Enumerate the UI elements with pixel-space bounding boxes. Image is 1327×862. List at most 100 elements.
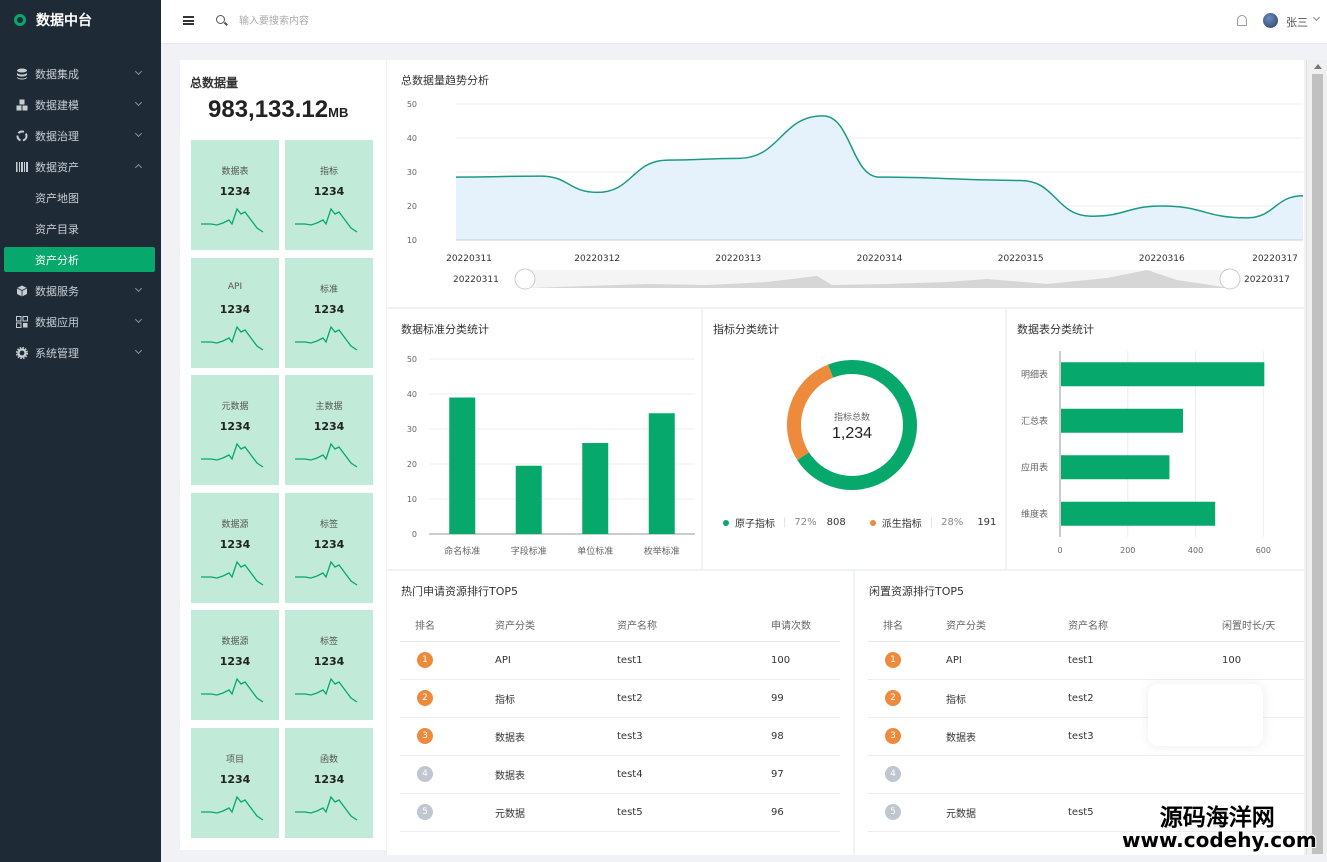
- menu-item-governance[interactable]: 数据治理: [0, 120, 161, 151]
- column-header: 资产名称: [617, 608, 771, 642]
- scrollbar[interactable]: [1306, 60, 1327, 855]
- stat-tile[interactable]: 标准 1234: [285, 257, 373, 368]
- y-tick-label: 30: [407, 168, 417, 177]
- stat-tile[interactable]: 标签 1234: [285, 492, 373, 603]
- tile-sparkline: [201, 795, 264, 821]
- tile-value: 1234: [313, 655, 345, 668]
- zoom-handle-left: [514, 268, 536, 290]
- bar: [1061, 408, 1183, 433]
- menu-item-assets[interactable]: 数据资产: [0, 151, 161, 182]
- column-header: 资产名称: [1068, 608, 1222, 642]
- stat-tile[interactable]: 项目 1234: [191, 727, 279, 838]
- donut-center-value: 1,234: [831, 425, 873, 442]
- menu-label: 数据治理: [35, 129, 79, 143]
- y-tick-label: 维度表: [1021, 508, 1048, 520]
- tile-label: 标准: [319, 284, 338, 295]
- standard-bar-chart: 0 10 20 30 40 50 命名标准 字段标准 单位标准 枚举标准: [407, 355, 695, 557]
- stat-tile[interactable]: 数据源 1234: [191, 610, 279, 720]
- search-input[interactable]: [239, 12, 439, 30]
- legend-dot: [869, 519, 876, 526]
- name-cell: test4: [617, 755, 771, 794]
- x-tick-label: 单位标准: [577, 545, 613, 557]
- indicator-donut-chart: [787, 360, 917, 490]
- category-cell: [946, 755, 1068, 794]
- table-row[interactable]: 5 元数据 test5: [868, 793, 1304, 832]
- scroll-up-icon[interactable]: [1314, 64, 1322, 69]
- menu-item-integration[interactable]: 数据集成: [0, 58, 161, 89]
- menu-label: 数据服务: [35, 284, 79, 298]
- count-cell: 99: [771, 679, 840, 718]
- submenu-item-asset-analysis[interactable]: 资产分析: [4, 247, 155, 272]
- rank-badge: 4: [417, 766, 433, 782]
- bell-icon[interactable]: [1237, 15, 1247, 26]
- stat-tile[interactable]: 标签 1234: [285, 610, 373, 720]
- idle-title: 闲置资源排行TOP5: [869, 585, 965, 598]
- x-tick-label: 600: [1256, 546, 1271, 555]
- avatar[interactable]: [1263, 13, 1278, 28]
- tile-label: 数据源: [221, 519, 249, 530]
- top-bar: 张三: [161, 0, 1327, 44]
- count-cell: 100: [771, 641, 840, 680]
- count-cell: [1222, 755, 1304, 794]
- table-row[interactable]: 4 数据表 test4 97: [400, 755, 840, 794]
- bar: [1061, 455, 1170, 480]
- y-tick-label: 明细表: [1021, 368, 1048, 380]
- rank-cell: 5: [868, 793, 946, 832]
- logo-icon: [14, 14, 26, 26]
- stat-tile[interactable]: 函数 1234: [285, 727, 373, 838]
- stat-tile[interactable]: 数据表 1234: [191, 140, 279, 250]
- donut-slice: [797, 360, 917, 490]
- category-cell: 数据表: [946, 717, 1068, 756]
- count-cell: 98: [771, 717, 840, 756]
- tile-label: 数据源: [221, 637, 249, 647]
- name-cell: test3: [617, 717, 771, 756]
- stat-tile[interactable]: 元数据 1234: [191, 375, 279, 485]
- total-data-panel: 总数据量 983,133.12MB 数据表 1234 指标 1234 API 1234 标准…: [180, 60, 386, 850]
- rank-badge: 3: [417, 728, 433, 744]
- standard-title: 数据标准分类统计: [401, 323, 489, 336]
- username[interactable]: 张三: [1286, 16, 1308, 29]
- x-tick-label: 枚举标准: [644, 545, 680, 557]
- menu-item-modeling[interactable]: 数据建模: [0, 89, 161, 120]
- table-row[interactable]: 4: [868, 755, 1304, 794]
- rank-cell: 2: [400, 679, 495, 718]
- y-tick-label: 50: [407, 355, 417, 364]
- bar: [515, 465, 542, 534]
- stat-tile[interactable]: 主数据 1234: [285, 375, 373, 485]
- submenu-item-asset-map[interactable]: 资产地图: [35, 191, 79, 205]
- x-tick-label: 200: [1120, 546, 1135, 555]
- table-row[interactable]: 1 API test1 100: [868, 641, 1304, 680]
- search-icon[interactable]: [216, 15, 225, 24]
- tile-value: 1234: [313, 420, 345, 433]
- category-cell: 数据表: [495, 755, 617, 794]
- stat-tile[interactable]: 指标 1234: [285, 140, 373, 250]
- chevron-down-icon[interactable]: [1312, 13, 1321, 22]
- total-unit: MB: [328, 105, 349, 120]
- scrollbar-thumb[interactable]: [1312, 74, 1323, 854]
- table-row[interactable]: 3 数据表 test3 98: [400, 717, 840, 756]
- table-row[interactable]: 5 元数据 test5 96: [400, 793, 840, 832]
- submenu-item-asset-catalog[interactable]: 资产目录: [35, 222, 79, 236]
- category-cell: 元数据: [946, 793, 1068, 832]
- x-tick-label: 20220311: [446, 254, 492, 264]
- tile-value: 1234: [313, 185, 345, 198]
- rank-badge: 2: [885, 690, 901, 706]
- table-row[interactable]: 1 API test1 100: [400, 641, 840, 680]
- stat-tile[interactable]: API 1234: [191, 257, 279, 368]
- rank-badge: 1: [417, 652, 433, 668]
- menu-item-system[interactable]: 系统管理: [0, 337, 161, 368]
- menu-toggle-icon[interactable]: [183, 16, 194, 25]
- tile-value: 1234: [313, 772, 345, 786]
- category-cell: API: [495, 641, 617, 680]
- category-cell: 数据表: [495, 717, 617, 756]
- watermark: 源码海洋网 www.codehy.com: [1122, 806, 1317, 851]
- menu-label: 数据资产: [35, 160, 79, 174]
- menu-item-service[interactable]: 数据服务: [0, 275, 161, 306]
- stat-tile[interactable]: 数据源 1234: [191, 492, 279, 603]
- menu-item-application[interactable]: 数据应用: [0, 306, 161, 337]
- table-row[interactable]: 2 指标 test2 99: [400, 679, 840, 718]
- indicator-legend: 原子指标 | 72% 808 派生指标 | 28% 191: [723, 515, 996, 530]
- category-cell: 元数据: [495, 793, 617, 832]
- legend-name: 原子指标: [735, 519, 775, 530]
- app-logo[interactable]: 数据中台: [0, 0, 161, 40]
